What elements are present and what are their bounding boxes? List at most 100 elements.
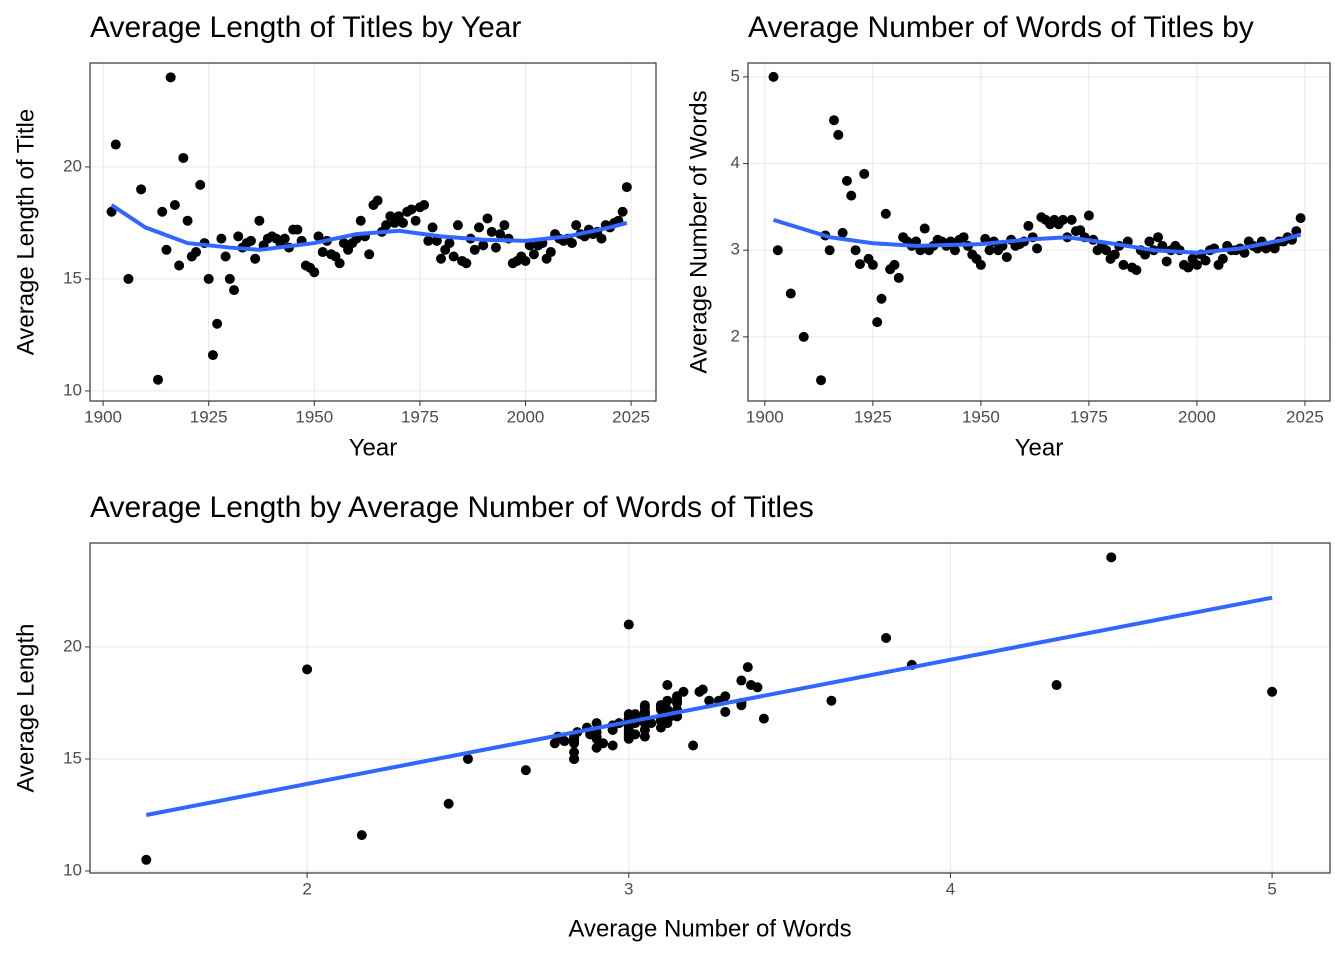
x-tick-label: 1900	[746, 407, 784, 426]
point	[1217, 253, 1228, 264]
x-axis-title: Average Number of Words	[568, 915, 851, 942]
point	[566, 238, 577, 249]
point	[621, 182, 632, 193]
point	[630, 729, 641, 740]
point	[720, 706, 731, 717]
y-tick-label: 4	[731, 153, 740, 172]
point	[207, 350, 218, 361]
x-tick-label: 2025	[612, 407, 650, 426]
chart-title: Average Length of Titles by Year	[90, 11, 521, 44]
point	[617, 206, 628, 217]
point	[165, 72, 176, 83]
point	[1106, 552, 1117, 563]
point	[893, 272, 904, 283]
point	[224, 273, 235, 284]
chart-title: Average Number of Words of Titles by	[748, 11, 1254, 44]
point	[495, 229, 506, 240]
point	[427, 222, 438, 233]
point	[423, 235, 434, 246]
point	[462, 753, 473, 764]
x-axis-title: Year	[1015, 434, 1064, 461]
point	[549, 738, 560, 749]
point	[1083, 210, 1094, 221]
point	[524, 240, 535, 251]
point	[1066, 214, 1077, 225]
point	[704, 695, 715, 706]
point	[474, 222, 485, 233]
point	[174, 260, 185, 271]
point	[772, 245, 783, 256]
x-tick-label: 2	[302, 879, 311, 898]
point	[854, 259, 865, 270]
point	[919, 223, 930, 234]
y-tick-label: 10	[63, 380, 82, 399]
x-tick-label: 2000	[507, 407, 545, 426]
point	[596, 233, 607, 244]
point	[833, 129, 844, 140]
point	[1131, 265, 1142, 276]
point	[872, 317, 883, 328]
x-tick-label: 1975	[401, 407, 439, 426]
point	[850, 245, 861, 256]
point	[419, 200, 430, 211]
y-tick-label: 20	[63, 156, 82, 175]
point	[520, 765, 531, 776]
point	[195, 179, 206, 190]
point	[571, 220, 582, 231]
x-axis-title: Year	[349, 434, 398, 461]
point	[958, 232, 969, 243]
point	[309, 267, 320, 278]
trend-line	[110, 203, 628, 252]
point	[313, 231, 324, 242]
point	[980, 233, 991, 244]
point	[1267, 686, 1278, 697]
point	[1157, 240, 1168, 251]
y-axis-title: Average Number of Words	[685, 90, 712, 373]
point	[662, 695, 673, 706]
y-axis-title: Average Length of Title	[12, 109, 39, 355]
point	[499, 220, 510, 231]
point	[694, 686, 705, 697]
point	[1153, 232, 1164, 243]
panel-border	[89, 62, 657, 402]
point	[436, 253, 447, 264]
point	[157, 206, 168, 217]
point	[397, 217, 408, 228]
point	[655, 702, 666, 713]
panel	[748, 63, 1330, 401]
point	[452, 220, 463, 231]
point	[153, 374, 164, 385]
point	[688, 740, 699, 751]
point	[623, 619, 634, 630]
point	[161, 244, 172, 255]
x-tick-label: 1975	[1070, 407, 1108, 426]
point	[1239, 247, 1250, 258]
x-tick-label: 2025	[1286, 407, 1324, 426]
point	[768, 71, 779, 82]
y-tick-label: 3	[731, 240, 740, 259]
point	[1161, 256, 1172, 267]
point	[410, 215, 421, 226]
point	[482, 213, 493, 224]
point	[785, 288, 796, 299]
point	[136, 184, 147, 195]
point	[406, 204, 417, 215]
x-tick-label: 1925	[854, 407, 892, 426]
point	[846, 190, 857, 201]
trend-line	[145, 595, 1273, 817]
point	[279, 233, 290, 244]
point	[826, 695, 837, 706]
point	[212, 318, 223, 329]
y-tick-label: 20	[63, 636, 82, 655]
point	[545, 247, 556, 258]
point	[876, 293, 887, 304]
point	[364, 249, 375, 260]
point	[182, 215, 193, 226]
point	[1057, 214, 1068, 225]
point	[837, 227, 848, 238]
point	[216, 233, 227, 244]
point	[639, 706, 650, 717]
point	[1051, 680, 1062, 691]
point	[334, 258, 345, 269]
